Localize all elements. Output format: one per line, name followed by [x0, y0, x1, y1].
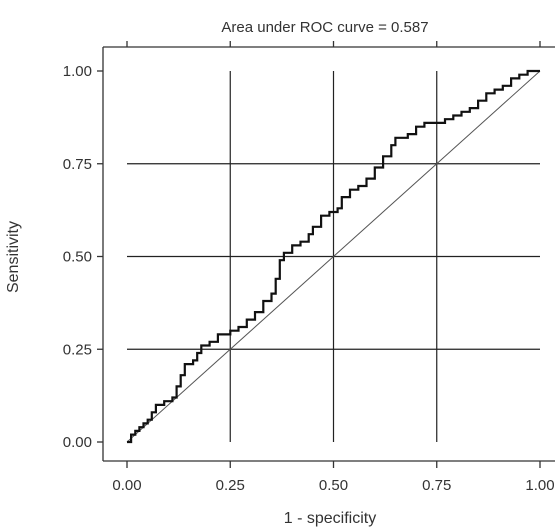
axes [102, 46, 555, 462]
chart-title: Area under ROC curve = 0.587 [221, 19, 428, 36]
y-tick-label: 0.25 [63, 341, 92, 358]
x-tick-label: 0.50 [319, 477, 348, 494]
y-tick-label: 1.00 [63, 63, 92, 80]
tick-marks [97, 41, 541, 468]
roc-curve-line [127, 69, 540, 444]
roc-curve [127, 69, 540, 444]
y-tick-label: 0.00 [63, 434, 92, 451]
x-axis-title: 1 - specificity [284, 510, 376, 527]
x-tick-label: 0.25 [216, 477, 245, 494]
y-axis-title: Sensitivity [5, 221, 22, 293]
reference-line [126, 70, 541, 443]
reference-diagonal [126, 70, 541, 443]
x-tick-label: 0.75 [422, 477, 451, 494]
y-tick-label: 0.75 [63, 156, 92, 173]
x-tick-labels: 0.00 0.25 0.50 0.75 1.00 [112, 477, 554, 494]
y-tick-labels: 0.00 0.25 0.50 0.75 1.00 [63, 63, 92, 451]
x-tick-label: 1.00 [525, 477, 554, 494]
y-tick-label: 0.50 [63, 249, 92, 266]
x-tick-label: 0.00 [112, 477, 141, 494]
